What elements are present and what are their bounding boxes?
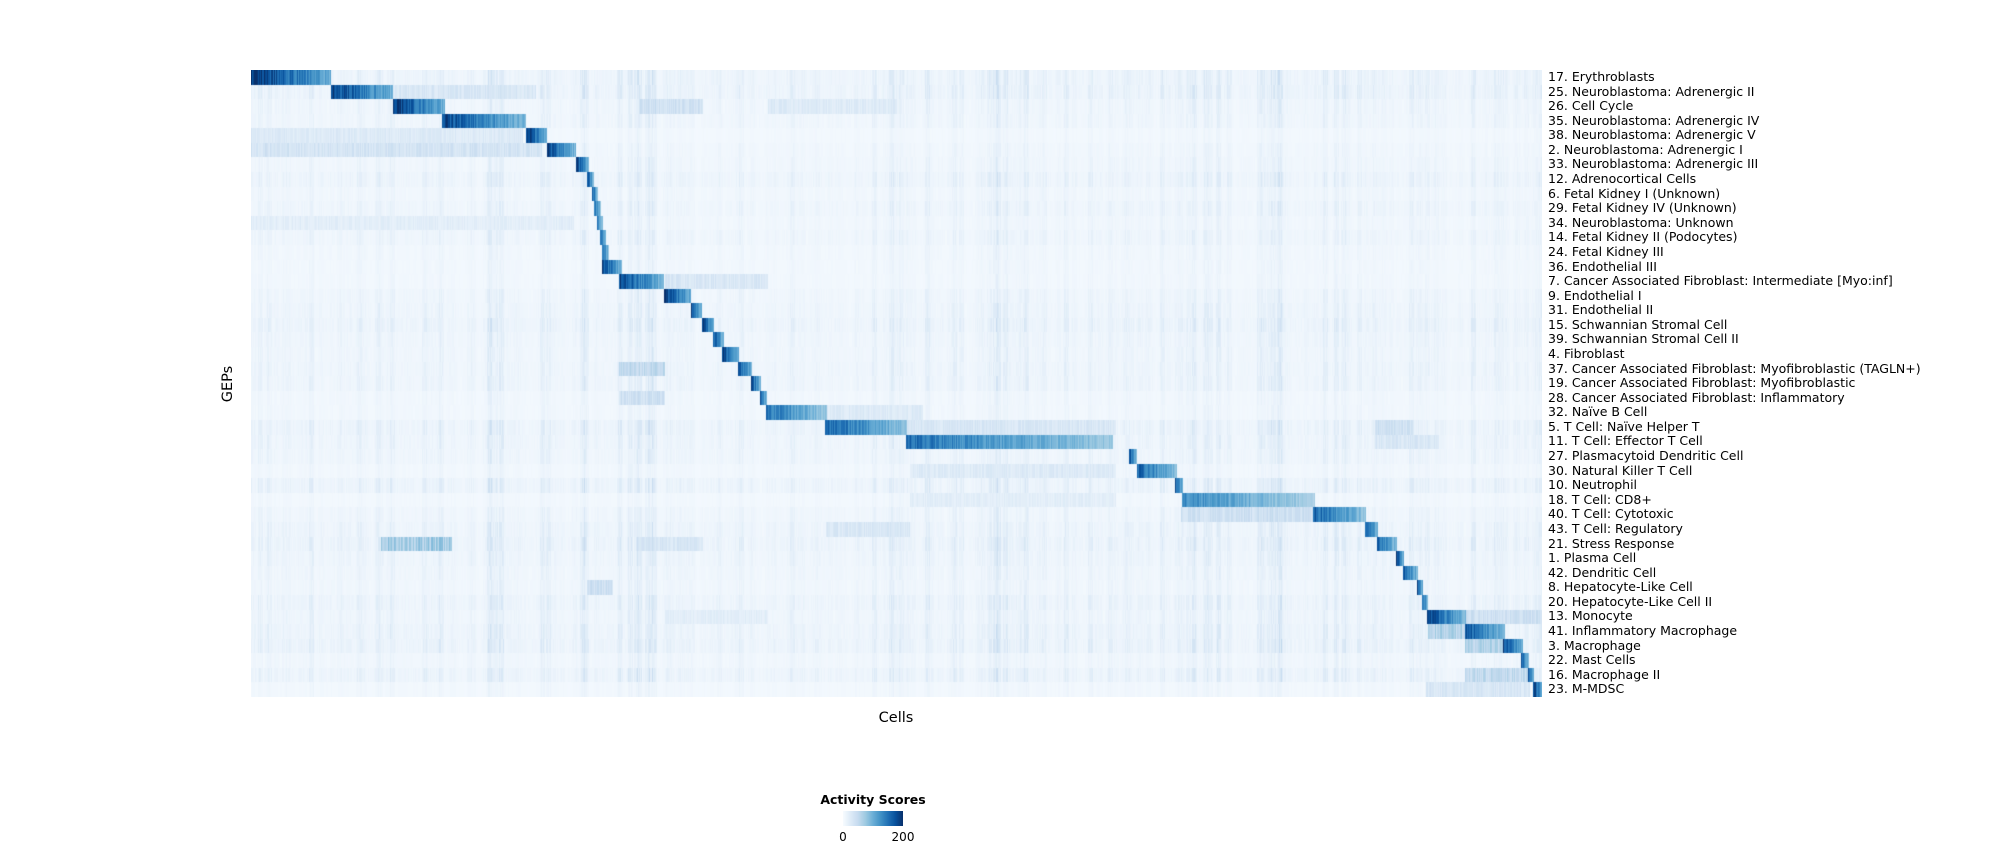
row-label: 11. T Cell: Effector T Cell xyxy=(1548,433,1703,449)
row-label: 30. Natural Killer T Cell xyxy=(1548,462,1693,478)
legend-tick-max: 200 xyxy=(891,830,915,844)
heatmap-canvas xyxy=(251,70,1542,697)
row-label: 39. Schwannian Stromal Cell II xyxy=(1548,331,1739,347)
row-label: 18. T Cell: CD8+ xyxy=(1548,491,1652,507)
x-axis-label: Cells xyxy=(878,710,914,726)
row-label: 14. Fetal Kidney II (Podocytes) xyxy=(1548,229,1738,245)
row-label: 4. Fibroblast xyxy=(1548,345,1625,361)
row-label: 29. Fetal Kidney IV (Unknown) xyxy=(1548,200,1737,216)
legend-bar-wrap: 0 200 xyxy=(839,811,914,845)
row-label: 23. M-MDSC xyxy=(1548,681,1625,697)
y-axis-label: GEPs xyxy=(220,365,236,403)
row-label: 40. T Cell: Cytotoxic xyxy=(1548,506,1674,522)
row-label: 17. Erythroblasts xyxy=(1548,69,1655,84)
row-label: 7. Cancer Associated Fibroblast: Interme… xyxy=(1548,273,1893,289)
row-label: 2. Neuroblastoma: Adrenergic I xyxy=(1548,141,1743,157)
row-label: 12. Adrenocortical Cells xyxy=(1548,171,1697,187)
row-label: 21. Stress Response xyxy=(1548,535,1675,551)
row-label: 33. Neuroblastoma: Adrenergic III xyxy=(1548,156,1759,172)
legend-title: Activity Scores xyxy=(820,792,926,807)
row-label: 15. Schwannian Stromal Cell xyxy=(1548,316,1728,332)
row-labels: 17. Erythroblasts 25. Neuroblastoma: Adre… xyxy=(1548,69,1921,697)
row-label: 25. Neuroblastoma: Adrenergic II xyxy=(1548,83,1755,99)
row-label: 41. Inflammatory Macrophage xyxy=(1548,622,1738,638)
row-label: 35. Neuroblastoma: Adrenergic IV xyxy=(1548,112,1760,128)
row-label: 32. Naïve B Cell xyxy=(1548,404,1648,420)
row-label: 16. Macrophage II xyxy=(1548,666,1661,682)
row-label: 6. Fetal Kidney I (Unknown) xyxy=(1548,185,1721,201)
row-label: 27. Plasmacytoid Dendritic Cell xyxy=(1548,448,1744,464)
row-label: 8. Hepatocyte-Like Cell xyxy=(1548,579,1693,595)
row-label: 37. Cancer Associated Fibroblast: Myofib… xyxy=(1548,360,1921,376)
row-label: 19. Cancer Associated Fibroblast: Myofib… xyxy=(1548,375,1856,391)
legend-tick-min: 0 xyxy=(839,830,847,844)
row-label: 42. Dendritic Cell xyxy=(1548,564,1657,580)
row-label: 24. Fetal Kidney III xyxy=(1548,243,1664,259)
row-label: 13. Monocyte xyxy=(1548,608,1633,624)
row-label: 38. Neuroblastoma: Adrenergic V xyxy=(1548,127,1756,143)
row-label: 10. Neutrophil xyxy=(1548,477,1638,493)
colorbar-gradient xyxy=(843,811,903,826)
row-label: 26. Cell Cycle xyxy=(1548,98,1634,114)
row-label: 20. Hepatocyte-Like Cell II xyxy=(1548,593,1713,609)
colorbar-legend: Activity Scores 0 200 xyxy=(813,792,933,845)
row-label: 43. T Cell: Regulatory xyxy=(1548,520,1683,536)
row-label: 31. Endothelial II xyxy=(1548,302,1654,318)
row-label: 9. Endothelial I xyxy=(1548,287,1642,303)
row-label: 36. Endothelial III xyxy=(1548,258,1657,274)
row-label: 34. Neuroblastoma: Unknown xyxy=(1548,214,1734,230)
row-label: 1. Plasma Cell xyxy=(1548,550,1637,566)
row-label: 3. Macrophage xyxy=(1548,637,1641,653)
row-label: 5. T Cell: Naïve Helper T xyxy=(1548,418,1700,434)
row-label: 28. Cancer Associated Fibroblast: Inflam… xyxy=(1548,389,1845,405)
row-label: 22. Mast Cells xyxy=(1548,652,1636,668)
